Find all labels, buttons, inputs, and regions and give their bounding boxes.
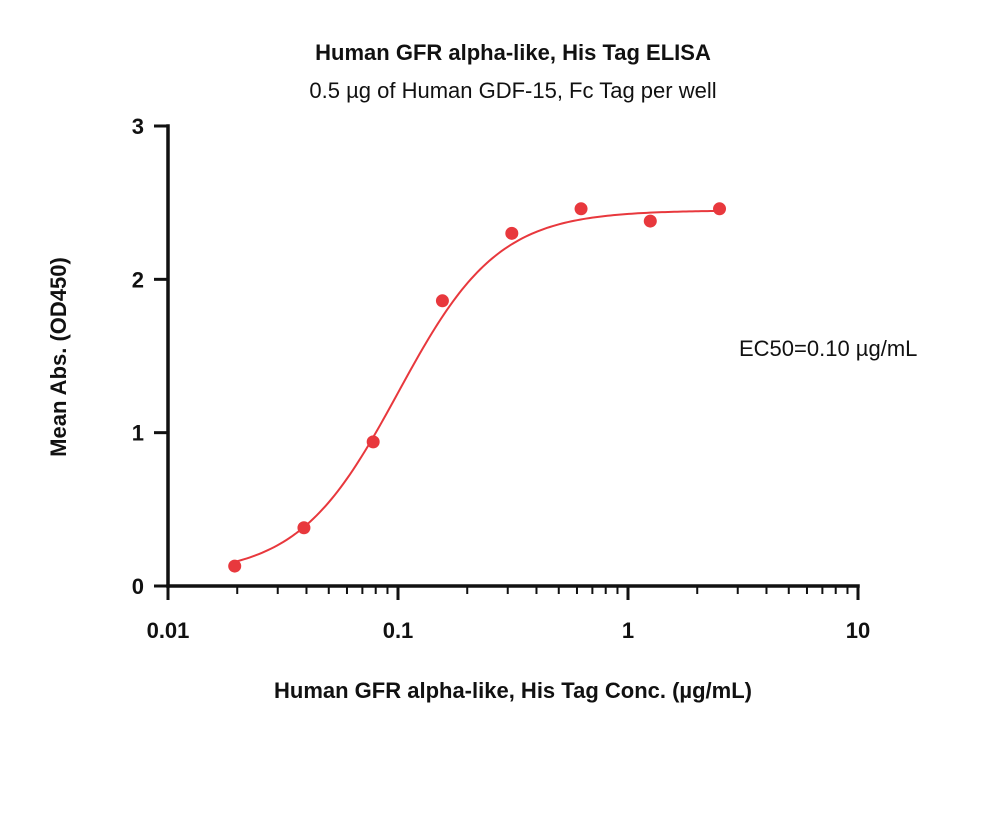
data-point <box>435 294 449 308</box>
axes: 0.01 0.1 1 10 0 1 2 3 <box>132 114 870 643</box>
x-tick-label: 10 <box>846 618 870 643</box>
x-tick-label: 0.1 <box>383 618 414 643</box>
y-axis-label: Mean Abs. (OD450) <box>46 257 71 457</box>
y-tick-label: 1 <box>132 421 144 446</box>
fit-layer <box>234 209 720 563</box>
fit-curve <box>234 209 720 563</box>
data-point <box>297 521 311 535</box>
data-point <box>228 559 242 573</box>
data-point <box>574 202 588 216</box>
x-tick-label: 0.01 <box>147 618 190 643</box>
y-tick-label: 2 <box>132 267 144 292</box>
y-tick-label: 3 <box>132 114 144 139</box>
data-point <box>643 214 657 228</box>
x-tick-label: 1 <box>622 618 634 643</box>
data-point <box>366 435 380 449</box>
y-tick-label: 0 <box>132 574 144 599</box>
chart-title: Human GFR alpha-like, His Tag ELISA <box>315 40 711 65</box>
data-point <box>505 226 519 240</box>
x-axis-label: Human GFR alpha-like, His Tag Conc. (µg/… <box>274 678 752 703</box>
chart-subtitle: 0.5 µg of Human GDF-15, Fc Tag per well <box>309 78 716 103</box>
data-point <box>713 202 727 216</box>
ec50-annotation: EC50=0.10 µg/mL <box>739 336 917 361</box>
points-layer <box>228 202 727 573</box>
